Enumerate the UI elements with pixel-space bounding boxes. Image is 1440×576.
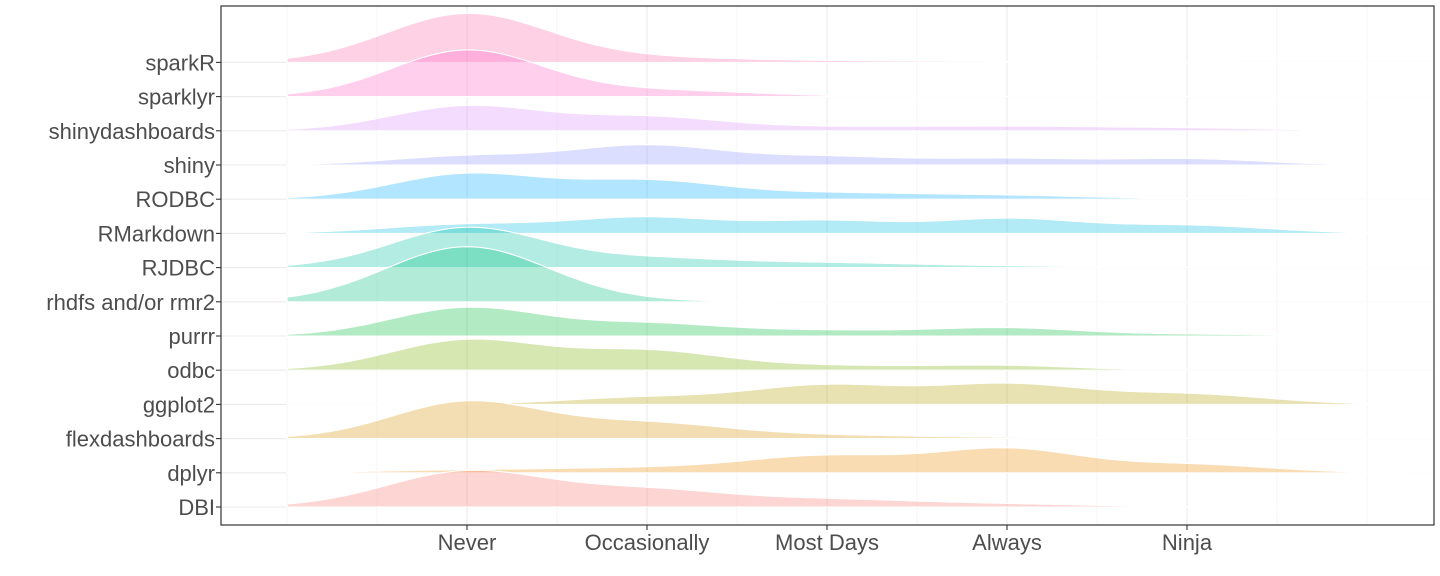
- y-axis: DBI dplyr flexdashboards ggplot2 odbc purrr rh…: [46, 50, 221, 520]
- ridge-dplyr: [286, 447, 1440, 474]
- ridge-flexdashboards: [286, 400, 1440, 440]
- ridge-rmarkdown: [286, 216, 1440, 234]
- y-tick-label: RJDBC: [142, 256, 215, 281]
- x-tick-label: Always: [972, 530, 1042, 555]
- ridge-purrr: [286, 306, 1440, 337]
- y-tick-label: RMarkdown: [98, 221, 215, 246]
- ridge-shiny: [286, 144, 1440, 166]
- ridges: [286, 12, 1440, 508]
- y-tick-label: RODBC: [136, 187, 216, 212]
- ridge-shinydashboards: [286, 104, 1440, 132]
- ridge-ggplot2: [287, 382, 1440, 405]
- y-tick-label: DBI: [178, 495, 215, 520]
- y-tick-label: rhdfs and/or rmr2: [46, 290, 215, 315]
- x-tick-label: Never: [438, 530, 497, 555]
- ridge-odbc: [286, 338, 1440, 371]
- y-tick-label: shinydashboards: [49, 119, 215, 144]
- y-tick-label: shiny: [164, 153, 215, 178]
- y-tick-label: purrr: [169, 324, 215, 349]
- y-tick-label: dplyr: [167, 461, 215, 486]
- ridge-rjdbc: [286, 226, 1440, 269]
- ridge-rhdfs-and-or-rmr2: [286, 246, 1440, 303]
- x-tick-label: Ninja: [1162, 530, 1213, 555]
- y-tick-label: odbc: [167, 358, 215, 383]
- ridge-sparkr: [286, 12, 1440, 63]
- y-tick-label: ggplot2: [143, 392, 215, 417]
- x-tick-label: Occasionally: [585, 530, 710, 555]
- x-tick-label: Most Days: [775, 530, 879, 555]
- y-tick-label: sparkR: [145, 50, 215, 75]
- y-tick-label: sparklyr: [138, 85, 215, 110]
- ridge-sparklyr: [286, 49, 1440, 98]
- ridge-rodbc: [286, 172, 1440, 200]
- y-tick-label: flexdashboards: [66, 427, 215, 452]
- ridge-dbi: [286, 469, 1440, 508]
- x-axis: Never Occasionally Most Days Always Ninja: [438, 525, 1213, 555]
